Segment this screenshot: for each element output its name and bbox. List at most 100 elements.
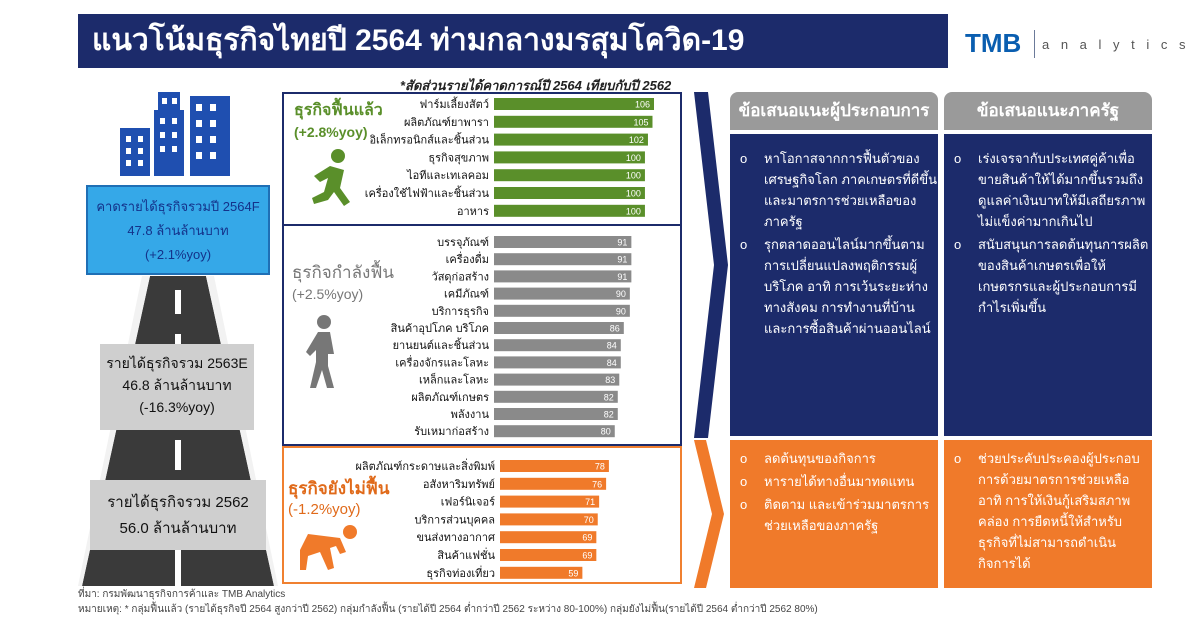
bar-value-label: 78 <box>595 462 605 472</box>
bar <box>494 322 624 334</box>
recommendation-item: o รุกตลาดออนไลน์มากขึ้นตามการเปลี่ยนแปลงพ… <box>730 234 938 339</box>
bar <box>494 339 621 352</box>
crouching-person-icon <box>300 525 357 570</box>
bar <box>494 151 645 164</box>
bar-value-label: 84 <box>607 358 617 368</box>
bar-value-label: 105 <box>633 117 648 127</box>
bar-value-label: 100 <box>626 206 641 216</box>
bar-value-label: 84 <box>607 341 617 351</box>
revenue-2563-box: รายได้ธุรกิจรวม 2563E 46.8 ล้านล้านบาท (… <box>100 344 254 430</box>
recommendation-item: o ลดต้นทุนของกิจการ <box>730 448 938 469</box>
category-label: อิเล็กทรอนิกส์และชิ้นส่วน <box>369 132 489 147</box>
bar-value-label: 102 <box>629 135 644 145</box>
bullet-icon: o <box>954 451 962 466</box>
group-not-recovered-box <box>282 446 682 584</box>
recommendation-text: ติดตาม และเข้าร่วมมาตรการช่วยเหลือของภาค… <box>764 497 930 533</box>
category-label: พลังงาน <box>451 409 490 421</box>
bar <box>494 373 620 386</box>
bar <box>494 115 653 128</box>
group-not-recovered-heading: ธุรกิจยังไม่ฟื้น (-1.2%yoy) <box>288 478 389 520</box>
category-label: ธุรกิจสุขภาพ <box>428 152 489 164</box>
bar <box>500 513 598 526</box>
bar-value-label: 100 <box>626 153 641 163</box>
bar <box>494 390 618 403</box>
bar-value-label: 100 <box>626 189 641 199</box>
group-recovering-title: ธุรกิจกำลังฟื้น <box>292 263 394 282</box>
forecast-value: 47.8 ล้านล้านบาท <box>127 223 229 238</box>
revenue-2563-label: รายได้ธุรกิจรวม 2563E <box>106 355 248 371</box>
revenue-2562-value: 56.0 ล้านล้านบาท <box>119 520 237 537</box>
bar-value-label: 69 <box>582 551 592 561</box>
bar <box>494 133 648 146</box>
category-label: วัสดุก่อสร้าง <box>432 271 489 283</box>
recommendation-text: หาโอกาสจากการฟื้นตัวของเศรษฐกิจโลก ภาคเก… <box>764 151 937 229</box>
bar <box>494 169 645 182</box>
bullet-icon: o <box>740 451 748 466</box>
recommendation-item: o ช่วยประคับประคองผู้ประกอบการด้วยมาตรการ… <box>944 448 1152 574</box>
bar-value-label: 59 <box>568 568 578 578</box>
bar-value-label: 76 <box>592 479 602 489</box>
arrow-blue-icon <box>694 92 728 438</box>
bar <box>500 495 600 508</box>
bar-value-label: 91 <box>617 238 627 248</box>
bar <box>494 304 630 317</box>
forecast-growth: (+2.1%yoy) <box>144 247 212 262</box>
operators-header: ข้อเสนอแนะผู้ประกอบการ <box>730 92 938 130</box>
bar-value-label: 86 <box>610 324 620 334</box>
category-label: ยานยนต์และชิ้นส่วน <box>393 337 490 352</box>
page-title: แนวโน้มธุรกิจไทยปี 2564 ท่ามกลางมรสุมโคว… <box>92 24 745 57</box>
bar-value-label: 83 <box>605 375 615 385</box>
bar <box>494 236 632 248</box>
group-recovered-growth: (+2.8%yoy) <box>294 124 368 140</box>
bar <box>500 531 597 544</box>
group-not-recovered-title: ธุรกิจยังไม่ฟื้น <box>288 479 390 498</box>
bar <box>500 477 607 490</box>
footer-note: หมายเหตุ: * กลุ่มฟื้นแล้ว (รายได้ธุรกิจป… <box>78 604 818 615</box>
bar <box>494 187 645 199</box>
category-label: ธุรกิจท่องเที่ยว <box>426 565 495 580</box>
recommendation-item: o เร่งเจรจากับประเทศคู่ค้าเพื่อขายสินค้าใ… <box>944 148 1152 232</box>
logo-divider <box>1034 30 1035 58</box>
bar-value-label: 82 <box>604 410 614 420</box>
category-label: บริการส่วนบุคคล <box>415 514 496 526</box>
category-label: เครื่องใช้ไฟฟ้าและชิ้นส่วน <box>365 185 490 200</box>
walking-person-icon <box>306 315 334 388</box>
bullet-icon: o <box>740 497 748 512</box>
category-label: รับเหมาก่อสร้าง <box>414 426 489 438</box>
recommendation-text: เร่งเจรจากับประเทศคู่ค้าเพื่อขายสินค้าให… <box>978 151 1146 229</box>
bar-value-label: 91 <box>617 272 627 282</box>
running-person-icon <box>312 149 350 206</box>
logo-brand: TMB <box>965 28 1022 58</box>
category-label: เครื่องจักรและโลหะ <box>395 354 489 369</box>
category-label: อาหาร <box>457 206 489 218</box>
forecast-label: คาดรายได้ธุรกิจรวมปี 2564F <box>96 199 260 214</box>
footer-source: ที่มา: กรมพัฒนาธุรกิจการค้าและ TMB Analy… <box>78 589 286 600</box>
revenue-2562-box: รายได้ธุรกิจรวม 2562 56.0 ล้านล้านบาท <box>90 480 266 550</box>
recommendation-text: หารายได้ทางอื่นมาทดแทน <box>764 474 915 489</box>
bar-value-label: 82 <box>604 392 614 402</box>
bar-value-label: 80 <box>601 427 611 437</box>
recommendation-item: o ติดตาม และเข้าร่วมมาตรการช่วยเหลือของภา… <box>730 494 938 536</box>
recommendation-item: o หารายได้ทางอื่นมาทดแทน <box>730 471 938 492</box>
bar <box>494 204 645 217</box>
operators-orange-panel: o ลดต้นทุนของกิจการ o หารายได้ทางอื่นมาทดแท… <box>730 440 938 588</box>
government-blue-panel: o เร่งเจรจากับประเทศคู่ค้าเพื่อขายสินค้าใ… <box>944 134 1152 436</box>
bar-value-label: 69 <box>582 533 592 543</box>
bar-value-label: 90 <box>616 306 626 316</box>
group-recovering-growth: (+2.5%yoy) <box>292 286 364 302</box>
revenue-ratio-bar-chart: ฟาร์มเลี้ยงสัตว์ 106 ผลิตภัณฑ์ยาพารา 105 อิเ… <box>355 96 654 580</box>
recommendation-text: สนับสนุนการลดต้นทุนการผลิตของสินค้าเกษตร… <box>978 237 1149 315</box>
bullet-icon: o <box>954 237 962 252</box>
bullet-icon: o <box>954 151 962 166</box>
bar-value-label: 70 <box>584 515 594 525</box>
recommendation-text: รุกตลาดออนไลน์มากขึ้นตามการเปลี่ยนแปลงพฤ… <box>764 237 931 336</box>
category-label: ผลิตภัณฑ์ยาพารา <box>404 116 489 129</box>
category-label: ผลิตภัณฑ์กระดาษและสิ่งพิมพ์ <box>355 458 495 473</box>
bar-value-label: 100 <box>626 171 641 181</box>
recommendation-item: o สนับสนุนการลดต้นทุนการผลิตของสินค้าเกษต… <box>944 234 1152 318</box>
category-label: เครื่องดื่ม <box>446 251 489 266</box>
bar <box>494 287 630 300</box>
bar-value-label: 106 <box>635 100 650 110</box>
revenue-2563-value: 46.8 ล้านล้านบาท <box>122 377 232 393</box>
bar <box>494 253 632 266</box>
